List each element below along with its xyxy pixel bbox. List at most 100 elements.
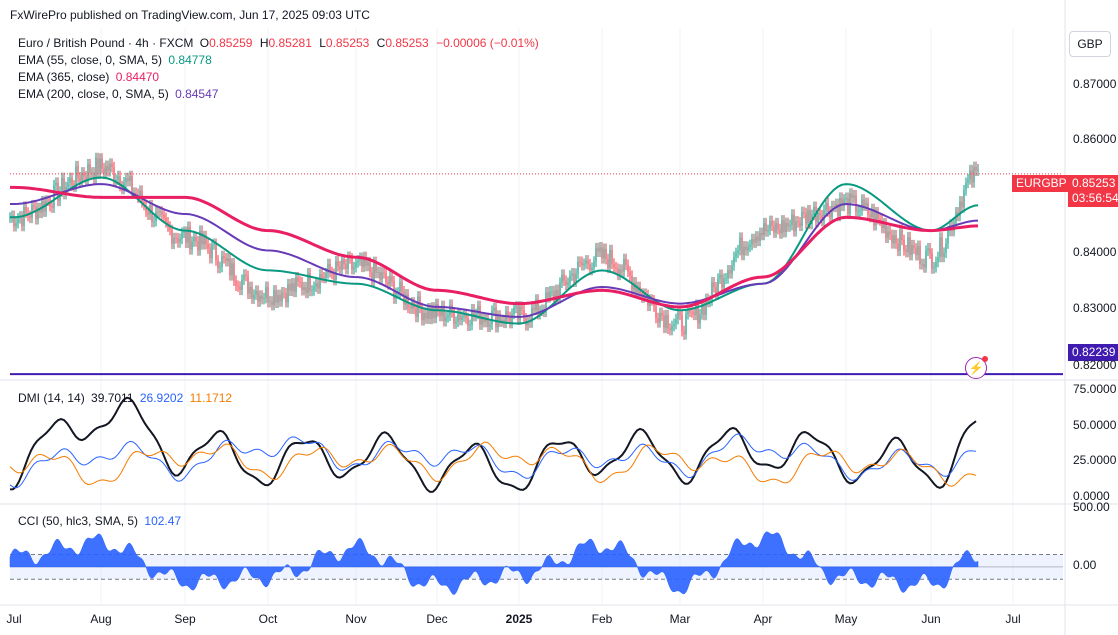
candle-body [757, 236, 759, 241]
candle-body [773, 225, 775, 233]
candle-body [831, 206, 833, 218]
candle-body [327, 264, 329, 274]
candle-body [67, 182, 69, 188]
dmi-tick: 0.0000 [1073, 489, 1110, 503]
time-tick: Nov [345, 612, 367, 626]
candle-body [895, 235, 897, 244]
candle-body [745, 246, 747, 251]
candle-body [873, 209, 875, 226]
candle-body [163, 214, 165, 218]
candle-body [657, 318, 659, 323]
candle-body [207, 244, 209, 249]
candle-body [495, 308, 497, 328]
candle-body [467, 318, 469, 326]
symbol-legend: Euro / British Pound · 4h · FXCM O0.8525… [18, 36, 543, 50]
candle-body [717, 278, 719, 295]
candle-body [431, 307, 433, 319]
candle-body [245, 274, 247, 276]
candle-body [857, 211, 859, 213]
candle-body [485, 318, 487, 323]
candle-body [767, 229, 769, 232]
close-key: C [376, 36, 386, 50]
candle-body [523, 309, 525, 319]
candle-body [181, 232, 183, 239]
candle-body [423, 312, 425, 321]
candle-body [79, 177, 81, 181]
candle-body [317, 283, 319, 289]
candle-body [335, 261, 337, 281]
ema200-legend[interactable]: EMA (200, close, 0, SMA, 5) 0.84547 [18, 87, 221, 101]
candle-body [253, 294, 255, 299]
candle-body [925, 250, 927, 268]
candle-body [193, 237, 195, 242]
candle-body [25, 206, 27, 213]
candle-body [563, 274, 565, 281]
candle-body [939, 237, 941, 257]
candle-body [287, 284, 289, 303]
candle-body [473, 309, 475, 317]
candle-body [189, 226, 191, 250]
candle-body [13, 215, 15, 227]
candle-body [457, 314, 459, 322]
candle-body [965, 182, 967, 191]
candle-body [371, 272, 373, 282]
candle-body [403, 291, 405, 305]
candle-body [823, 209, 825, 222]
currency-button[interactable]: GBP [1069, 31, 1111, 57]
candle-body [297, 277, 299, 282]
candle-body [321, 274, 323, 278]
candle-body [533, 307, 535, 310]
candle-body [81, 172, 83, 181]
symbol-name: Euro / British Pound · 4h · FXCM [18, 36, 194, 50]
cci-value: 102.47 [144, 514, 182, 528]
candle-body [847, 197, 849, 214]
candle-body [521, 306, 523, 310]
candle-body [667, 315, 669, 329]
time-tick: Feb [591, 612, 613, 626]
candle-body [389, 275, 391, 285]
candle-body [679, 312, 681, 315]
candle-body [211, 244, 213, 259]
candle-body [825, 202, 827, 210]
candle-body [813, 206, 815, 215]
candle-body [375, 261, 377, 273]
candle-body [113, 167, 115, 181]
candle-body [477, 305, 479, 314]
candle-body [433, 307, 435, 318]
ema55-value: 0.84778 [168, 53, 212, 67]
candle-body [709, 300, 711, 302]
candle-body [893, 235, 895, 244]
candle-body [487, 318, 489, 327]
candle-body [345, 264, 347, 270]
candle-body [889, 231, 891, 235]
candle-body [689, 309, 691, 312]
candle-body [931, 253, 933, 269]
candle-body [659, 312, 661, 323]
candle-body [779, 229, 781, 234]
candle-body [121, 186, 123, 189]
candle-body [39, 208, 41, 213]
candle-body [337, 261, 339, 267]
candle-body [391, 275, 393, 282]
candle-body [145, 204, 147, 212]
candle-body [625, 258, 627, 265]
flash-icon[interactable]: ⚡ [965, 357, 987, 379]
candle-body [919, 245, 921, 265]
ema200-line [10, 183, 979, 318]
candle-body [771, 220, 773, 226]
candle-body [611, 250, 613, 264]
dmi-legend[interactable]: DMI (14, 14) 39.7011 26.9202 11.1712 [18, 391, 235, 405]
cci-legend[interactable]: CCI (50, hlc3, SMA, 5) 102.47 [18, 514, 184, 528]
ema55-legend[interactable]: EMA (55, close, 0, SMA, 5) 0.84778 [18, 53, 215, 67]
candle-body [47, 200, 49, 202]
candle-body [463, 314, 465, 317]
candle-body [765, 223, 767, 232]
candle-body [501, 320, 503, 322]
candle-body [61, 177, 63, 192]
candle-body [333, 273, 335, 281]
candle-body [101, 158, 103, 169]
time-tick: Sep [174, 612, 196, 626]
ema365-legend[interactable]: EMA (365, close) 0.84470 [18, 70, 162, 84]
time-tick: Oct [258, 612, 278, 626]
